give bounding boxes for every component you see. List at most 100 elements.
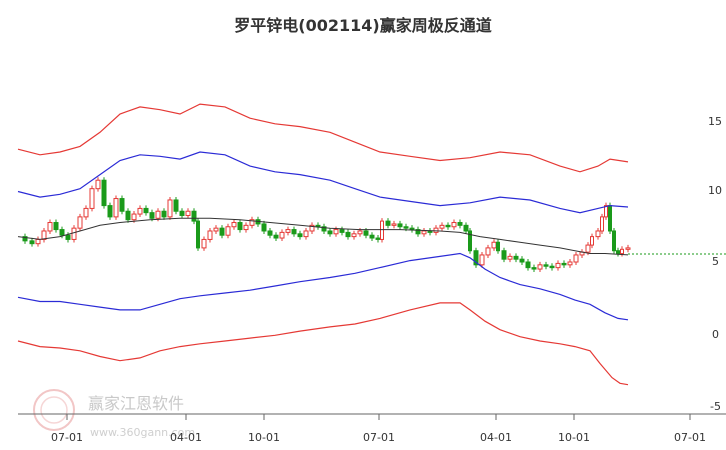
candle-up xyxy=(439,224,445,229)
candle-up xyxy=(285,229,291,233)
candle-down xyxy=(219,227,225,236)
candle-down xyxy=(468,230,472,252)
x-tick-label: 04-01 xyxy=(170,431,202,444)
candle-up xyxy=(225,226,231,236)
candle-up xyxy=(573,254,579,263)
candle-down xyxy=(473,250,479,266)
candle-down xyxy=(397,223,403,228)
candle-down xyxy=(496,241,500,252)
x-tick-label: 10-01 xyxy=(558,431,590,444)
candle-down xyxy=(107,205,113,218)
candle-down xyxy=(345,231,351,238)
candle-up xyxy=(585,244,591,253)
candle-down xyxy=(143,207,149,214)
candle-down xyxy=(297,233,303,238)
candle-up xyxy=(35,238,41,245)
candle-down xyxy=(375,237,381,240)
x-tick-label: 04-01 xyxy=(480,431,512,444)
candle-up xyxy=(137,207,143,215)
candle-down xyxy=(59,229,65,236)
candle-up xyxy=(185,210,191,216)
candle-up xyxy=(249,219,255,226)
x-tick-label: 07-01 xyxy=(363,431,395,444)
candle-up xyxy=(451,222,457,228)
candle-up xyxy=(485,247,491,256)
candle-up xyxy=(507,255,513,260)
candle-up xyxy=(213,227,219,232)
candle-up xyxy=(47,222,53,232)
candle-down xyxy=(196,220,200,249)
watermark-logo-inner-icon xyxy=(40,396,68,424)
series-line-outer-upper xyxy=(17,103,629,173)
candle-down xyxy=(513,255,519,260)
series-line-inner-lower xyxy=(17,252,629,321)
candle-down xyxy=(409,227,415,231)
candle-up xyxy=(604,205,608,218)
price-candles xyxy=(22,177,631,273)
candle-down xyxy=(369,234,375,239)
candle-up xyxy=(231,222,237,228)
chart-title: 罗平锌电(002114)赢家周极反通道 xyxy=(234,16,491,35)
candle-down xyxy=(463,224,469,232)
channel-lines xyxy=(17,103,629,386)
candle-down xyxy=(161,210,167,218)
candle-down xyxy=(273,234,279,239)
candle-down xyxy=(65,234,71,240)
candle-down xyxy=(291,229,297,235)
candle-up xyxy=(433,227,439,233)
watermark: 赢家江恩软件 www.360gann.com xyxy=(33,389,195,439)
candle-down xyxy=(525,261,531,269)
candle-up xyxy=(421,230,427,235)
candle-up xyxy=(555,262,561,269)
y-tick-label-5: 5 xyxy=(712,255,719,268)
y-axis: 15 10 5 0 -5 xyxy=(708,115,722,413)
candle-down xyxy=(191,210,197,222)
candle-down xyxy=(339,229,345,233)
candle-up xyxy=(351,233,357,238)
candle-down xyxy=(101,179,107,207)
y-tick-label-0: 0 xyxy=(712,328,719,341)
candle-down xyxy=(403,226,409,229)
candle-down xyxy=(53,222,59,231)
candle-down xyxy=(445,224,451,228)
candle-up xyxy=(131,213,137,221)
candle-up xyxy=(95,179,101,190)
candle-down xyxy=(457,222,463,226)
candle-up xyxy=(167,199,173,218)
candle-up xyxy=(201,238,207,249)
candle-up xyxy=(207,230,213,240)
watermark-logo-icon xyxy=(33,389,75,431)
candle-down xyxy=(561,262,567,266)
candle-up xyxy=(155,210,161,219)
candle-up xyxy=(567,261,573,266)
x-tick-label: 07-01 xyxy=(51,431,83,444)
x-tick-label: 10-01 xyxy=(248,431,280,444)
candle-up xyxy=(590,236,594,246)
candle-down xyxy=(125,210,131,221)
candle-up xyxy=(537,264,543,270)
candle-down xyxy=(261,223,267,232)
candle-up xyxy=(380,220,384,240)
candle-down xyxy=(549,265,555,269)
candle-down xyxy=(173,199,179,212)
candle-up xyxy=(391,223,397,226)
candle-up xyxy=(89,188,95,209)
candle-up xyxy=(357,230,363,235)
candle-down xyxy=(616,250,620,255)
candle-up xyxy=(113,198,119,218)
candle-up xyxy=(595,230,601,238)
candle-down xyxy=(385,220,391,226)
candle-up xyxy=(71,227,77,240)
candle-up xyxy=(333,229,339,235)
candle-down xyxy=(543,264,549,267)
candle-down xyxy=(22,236,28,242)
candle-down xyxy=(415,229,421,235)
candle-down xyxy=(321,226,327,232)
candle-down xyxy=(237,222,243,231)
series-line-moving-average xyxy=(17,217,629,256)
watermark-brand: 赢家江恩软件 xyxy=(88,394,184,413)
candle-up xyxy=(625,247,631,250)
candle-down xyxy=(179,210,185,216)
